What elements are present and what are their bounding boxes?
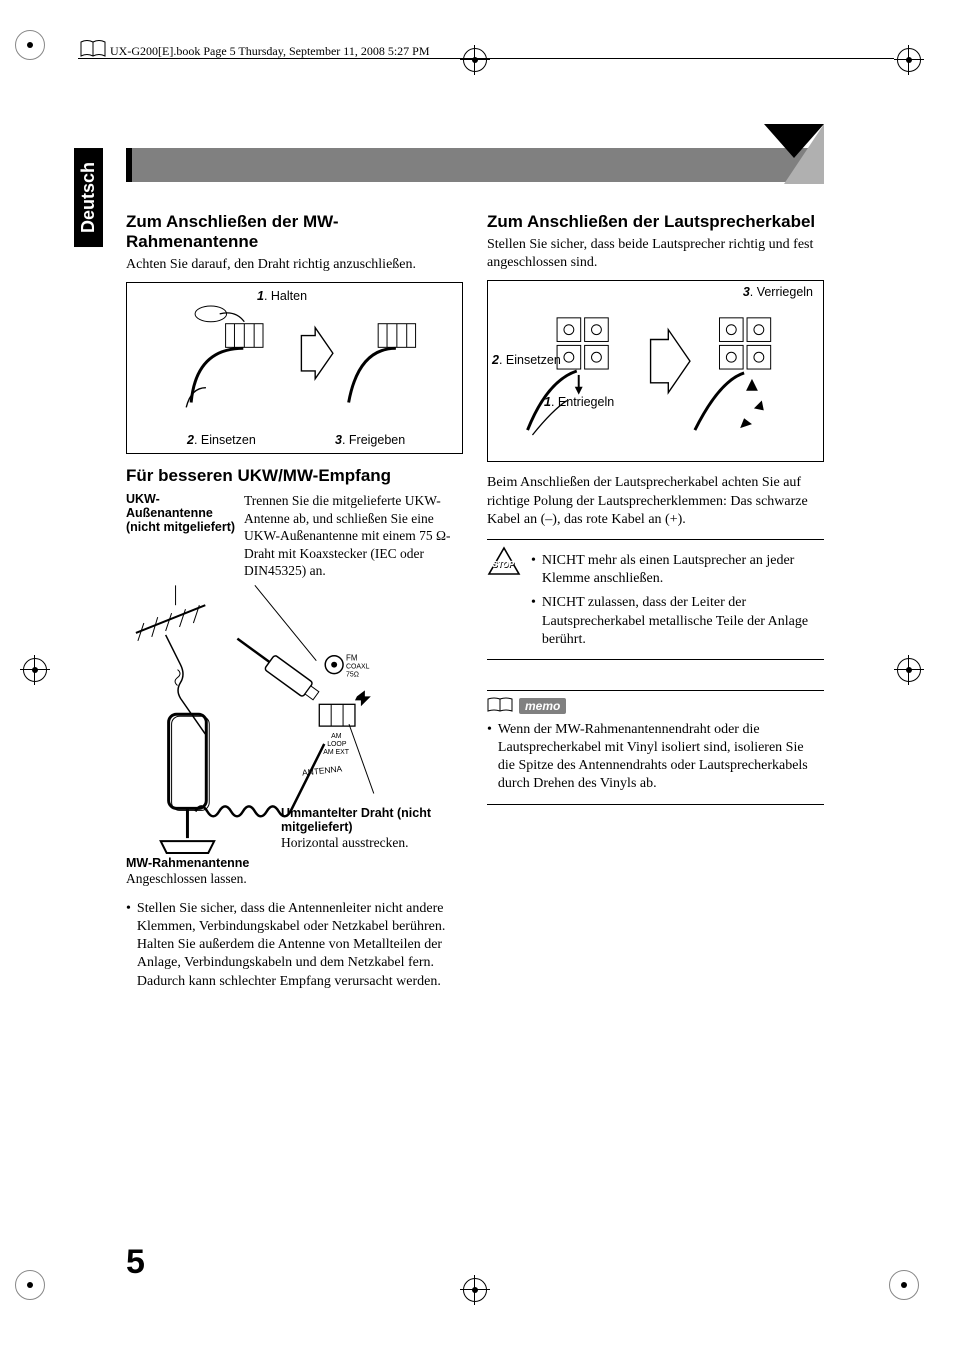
heading-speaker-cable: Zum Anschließen der Lautsprecherkabel: [487, 212, 824, 232]
am-label-2: LOOP: [327, 741, 347, 748]
rule: [487, 539, 824, 540]
left-column: Zum Anschließen der MW-Rahmenantenne Ach…: [126, 200, 463, 1250]
rule: [487, 804, 824, 805]
crop-mark: [15, 1270, 55, 1310]
stop-bullet-2: NICHT zulassen, dass der Leiter der Laut…: [542, 594, 824, 649]
svg-text:COAXL: COAXL: [346, 664, 370, 671]
page: UX-G200[E].book Page 5 Thursday, Septemb…: [0, 0, 954, 1350]
corner-decoration: [764, 124, 824, 184]
crop-mark: [15, 650, 55, 690]
step-2-label: . Einsetzen: [194, 433, 256, 447]
r-step3-label: . Verriegeln: [750, 285, 813, 299]
ukw-antenna-label: UKW-Außenantenne (nicht mitgeliefert): [126, 492, 236, 580]
ukw-antenna-body: Trennen Sie die mitgelieferte UKW-Antenn…: [244, 492, 463, 580]
svg-text:AM EXT: AM EXT: [323, 749, 350, 756]
antenna-warning-text: Stellen Sie sicher, dass die Antennenlei…: [137, 900, 463, 991]
fm-label-1: FM: [346, 654, 357, 663]
step-2-num: 2: [187, 433, 194, 447]
antenna-warning-bullet: • Stellen Sie sicher, dass die Antennenl…: [126, 900, 463, 991]
coated-wire-label: Ummantelter Draht (nicht mitgeliefert): [281, 806, 451, 834]
r-step3-num: 3: [743, 285, 750, 299]
rule: [487, 690, 824, 691]
r-step1-label: . Entriegeln: [551, 395, 614, 409]
svg-text:AM: AM: [331, 733, 342, 740]
loop-antenna-label: MW-Rahmenantenne: [126, 856, 249, 870]
am-label-3: AM EXT: [323, 749, 350, 756]
r-step1-num: 1: [544, 395, 551, 409]
r-step2-num: 2: [492, 353, 499, 367]
crop-mark: [15, 30, 55, 70]
crop-mark: [889, 650, 929, 690]
diagram-mw-connect: 1. Halten 2. Einsetzen 3. Freigeben: [126, 282, 463, 454]
svg-text:LOOP: LOOP: [327, 741, 347, 748]
crop-mark: [889, 1270, 929, 1310]
am-label-1: AM: [331, 733, 342, 740]
fm-label-3: 75Ω: [346, 671, 359, 678]
rule: [487, 659, 824, 660]
svg-text:75Ω: 75Ω: [346, 671, 359, 678]
bullet-dot: •: [126, 900, 131, 991]
step-3-label: . Freigeben: [342, 433, 405, 447]
svg-text:STOP: STOP: [492, 560, 514, 569]
step-1-num: 1: [257, 289, 264, 303]
stop-bullet-1: NICHT mehr als einen Lautsprecher an jed…: [542, 552, 824, 588]
book-icon: [487, 697, 513, 715]
mw-antenna-intro: Achten Sie darauf, den Draht richtig anz…: [126, 256, 463, 274]
step-3-num: 3: [335, 433, 342, 447]
diagram-speaker-connect: 3. Verriegeln 2. Einsetzen 1. Entriegeln: [487, 280, 824, 462]
step-1-label: . Halten: [264, 289, 307, 303]
coated-wire-body: Horizontal ausstrecken.: [281, 834, 451, 852]
heading-mw-antenna: Zum Anschließen der MW-Rahmenantenne: [126, 212, 463, 252]
speaker-polarity: Beim Anschließen der Lautsprecherkabel a…: [487, 474, 824, 529]
r-step2-label: . Einsetzen: [499, 353, 561, 367]
loop-antenna-body: Angeschlossen lassen.: [126, 870, 249, 888]
crop-mark: [455, 1270, 495, 1310]
svg-text:FM: FM: [346, 654, 357, 663]
memo-bullet-1: Wenn der MW-Rahmenantennendraht oder die…: [498, 721, 824, 794]
content-area: Zum Anschließen der MW-Rahmenantenne Ach…: [126, 200, 824, 1250]
language-tab: Deutsch: [74, 148, 103, 247]
stop-block: STOP STOP •NICHT mehr als einen Lautspre…: [487, 546, 824, 649]
header-bar: [126, 148, 824, 182]
crop-mark: [889, 40, 929, 80]
heading-better-reception: Für besseren UKW/MW-Empfang: [126, 466, 463, 486]
running-header: UX-G200[E].book Page 5 Thursday, Septemb…: [110, 44, 430, 59]
right-column: Zum Anschließen der Lautsprecherkabel St…: [487, 200, 824, 1250]
memo-badge: memo: [519, 698, 566, 714]
book-icon: [80, 40, 106, 60]
crop-mark: [455, 40, 495, 80]
stop-icon: STOP STOP: [487, 546, 521, 580]
speaker-intro: Stellen Sie sicher, dass beide Lautsprec…: [487, 236, 824, 272]
fm-label-2: COAXL: [346, 664, 370, 671]
memo-header: memo: [487, 697, 824, 715]
page-number: 5: [126, 1243, 145, 1282]
diagram-antenna-setup: FM COAXL 75Ω AM LOOP AM EXT ANTENNA: [126, 584, 463, 894]
